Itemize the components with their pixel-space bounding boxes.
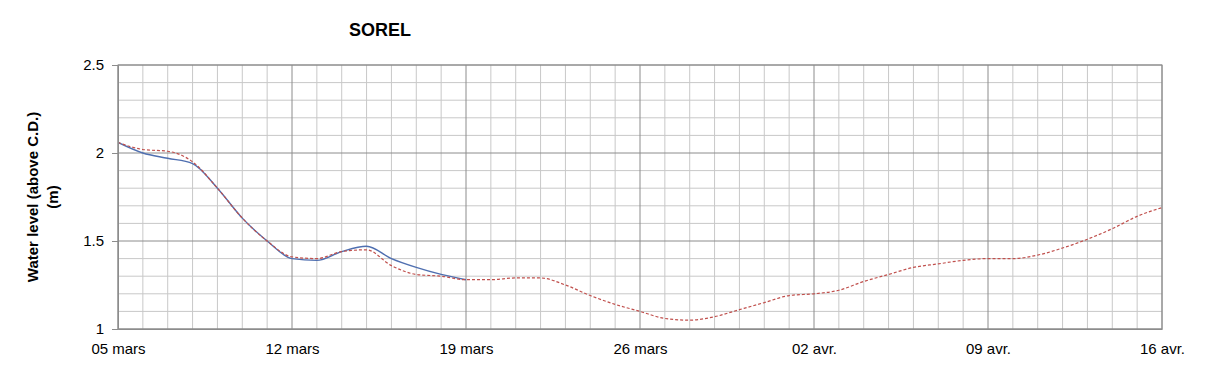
minor-grid-line	[963, 65, 964, 329]
x-tick: 02 avr.	[792, 329, 837, 357]
minor-grid-line	[142, 65, 143, 329]
minor-grid-line	[515, 65, 516, 329]
lines	[118, 142, 1162, 320]
minor-grid-line	[1087, 65, 1088, 329]
minor-grid-line	[938, 65, 939, 329]
minor-grid-line	[913, 65, 914, 329]
series-line	[118, 142, 1162, 320]
minor-grid-line	[789, 65, 790, 329]
y-axis-title: Water level (above C.D.)(m)	[24, 112, 61, 282]
minor-grid-line	[764, 65, 765, 329]
minor-grid-line	[1112, 65, 1113, 329]
y-tick-label: 1.5	[83, 232, 104, 249]
x-axis-line	[119, 329, 1163, 330]
minor-grid-line	[1037, 65, 1038, 329]
minor-grid-line	[540, 65, 541, 329]
minor-grid-line	[863, 65, 864, 329]
title: SOREL	[349, 20, 411, 40]
chart: 05 mars 12 mars 19 mars 26 mars 02 avr. 09 av…	[0, 0, 1209, 378]
minor-grid-line	[441, 65, 442, 329]
y-tick-label: 2.5	[83, 56, 104, 73]
y-tick: 1.5	[83, 232, 118, 249]
y-axis: 1 1.5 2 2.5	[83, 56, 118, 337]
x-axis: 05 mars 12 mars 19 mars 26 mars 02 avr. 09 av…	[91, 329, 1185, 357]
minor-grid-line	[267, 65, 268, 329]
minor-grid-line	[490, 65, 491, 329]
plot-frame	[118, 65, 1162, 329]
grid-line	[988, 65, 989, 329]
minor-grid-line	[341, 65, 342, 329]
y-tick-mark	[112, 241, 118, 242]
plot: 05 mars 12 mars 19 mars 26 mars 02 avr. 09 av…	[83, 56, 1185, 356]
minor-grid-line	[1062, 65, 1063, 329]
grid	[118, 65, 1162, 329]
y-axis-title-line: Water level (above C.D.)	[24, 112, 41, 282]
y-tick-label: 2	[96, 144, 104, 161]
grid-line	[814, 65, 815, 329]
minor-grid-line	[192, 65, 193, 329]
y-tick-label: 1	[96, 320, 104, 337]
y-tick-mark	[112, 65, 118, 66]
y-axis-title-line: (m)	[44, 185, 61, 208]
x-tick: 26 mars	[613, 329, 667, 357]
x-tick: 09 avr.	[966, 329, 1011, 357]
minor-grid-line	[714, 65, 715, 329]
minor-grid-line	[416, 65, 417, 329]
minor-grid-line	[888, 65, 889, 329]
grid-line	[292, 65, 293, 329]
y-tick-mark	[112, 153, 118, 154]
x-tick-label: 09 avr.	[966, 340, 1011, 357]
minor-grid-line	[167, 65, 168, 329]
x-tick-label: 05 mars	[91, 340, 145, 357]
y-axis-line	[118, 66, 119, 330]
minor-grid-line	[366, 65, 367, 329]
y-tick-mark	[112, 329, 118, 330]
minor-grid-line	[590, 65, 591, 329]
x-tick-label: 19 mars	[439, 340, 493, 357]
x-tick: 19 mars	[439, 329, 493, 357]
grid-line	[640, 65, 641, 329]
minor-grid-line	[615, 65, 616, 329]
minor-grid-line	[565, 65, 566, 329]
minor-grid-line	[391, 65, 392, 329]
y-tick: 1	[96, 320, 118, 337]
minor-grid-line	[316, 65, 317, 329]
grid-line	[118, 241, 1162, 242]
minor-grid-line	[217, 65, 218, 329]
minor-grid-line	[1137, 65, 1138, 329]
minor-grid-line	[1012, 65, 1013, 329]
minor-grid-line	[838, 65, 839, 329]
minor-grid-line	[739, 65, 740, 329]
y-tick: 2.5	[83, 56, 118, 73]
x-tick: 12 mars	[265, 329, 319, 357]
y-tick: 2	[96, 144, 118, 161]
grid-line	[118, 153, 1162, 154]
series-line	[118, 142, 466, 279]
x-tick: 16 avr.	[1140, 329, 1185, 357]
x-tick-label: 26 mars	[613, 340, 667, 357]
minor-grid-line	[242, 65, 243, 329]
minor-grid-line	[664, 65, 665, 329]
minor-grid-line	[689, 65, 690, 329]
x-tick-label: 02 avr.	[792, 340, 837, 357]
grid-line	[466, 65, 467, 329]
x-tick-label: 12 mars	[265, 340, 319, 357]
x-tick-label: 16 avr.	[1140, 340, 1185, 357]
